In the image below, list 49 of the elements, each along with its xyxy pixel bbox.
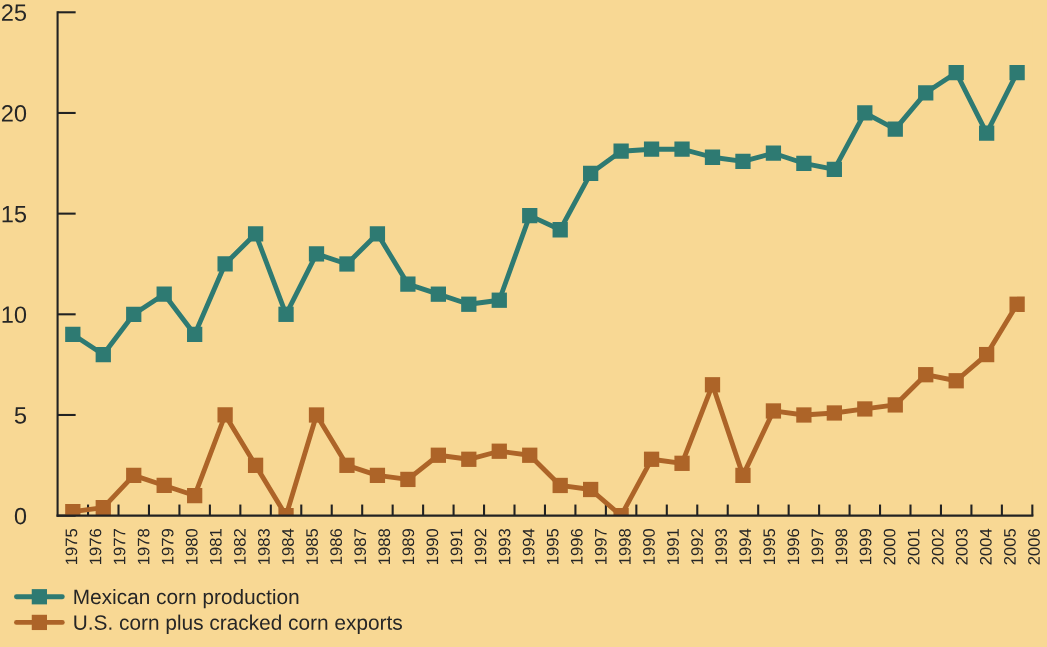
text: 1992 xyxy=(691,529,703,565)
text: 2000 xyxy=(883,528,896,565)
text: 1989 xyxy=(402,529,415,565)
y-tick-label: 0 xyxy=(14,507,27,525)
text: 1991 xyxy=(450,529,463,565)
text: 1977 xyxy=(113,529,126,565)
text: 1995 xyxy=(763,528,776,565)
text: 1990 xyxy=(426,528,439,565)
text: 1992 xyxy=(474,529,487,565)
legend-label: U.S. corn plus cracked corn exports xyxy=(74,614,402,635)
text: 2005 xyxy=(1004,528,1016,565)
text: 1990 xyxy=(643,528,655,565)
text: 1981 xyxy=(209,529,222,565)
text: 1976 xyxy=(89,528,102,565)
text: 1993 xyxy=(715,528,728,565)
text: 1998 xyxy=(835,528,848,565)
text: 2006 xyxy=(1028,528,1040,565)
text: 1997 xyxy=(594,529,607,565)
y-tick-label: 15 xyxy=(2,205,27,223)
y-tick-label: 25 xyxy=(1,4,27,22)
text: 1998 xyxy=(618,528,631,565)
text: 1983 xyxy=(258,528,270,565)
legend-label: Mexican corn production xyxy=(74,588,299,609)
text: 2004 xyxy=(979,528,992,565)
text: 1980 xyxy=(185,528,198,565)
y-tick-label: 20 xyxy=(1,105,27,122)
text: 1985 xyxy=(306,528,318,565)
text: 1982 xyxy=(233,529,246,565)
text: 1994 xyxy=(522,528,535,565)
text: 1993 xyxy=(498,528,511,565)
text: 2003 xyxy=(955,528,968,565)
text: 1995 xyxy=(546,528,559,565)
y-tick-label: 10 xyxy=(2,306,27,324)
text: 1996 xyxy=(570,528,583,565)
text: 2001 xyxy=(907,529,920,565)
text: 1979 xyxy=(161,529,174,565)
text: 1978 xyxy=(137,528,150,565)
text: 1984 xyxy=(282,528,294,565)
text: 1999 xyxy=(859,529,872,565)
text: 1988 xyxy=(378,528,391,565)
text: 2002 xyxy=(931,529,944,565)
text: 1987 xyxy=(354,529,367,565)
text: 1975 xyxy=(65,528,78,565)
y-tick-label: 5 xyxy=(14,407,27,424)
text: 1997 xyxy=(811,529,824,565)
text: 1986 xyxy=(330,528,342,565)
text: 1994 xyxy=(739,528,752,565)
text: 1996 xyxy=(787,528,800,565)
text: 1991 xyxy=(667,529,679,565)
